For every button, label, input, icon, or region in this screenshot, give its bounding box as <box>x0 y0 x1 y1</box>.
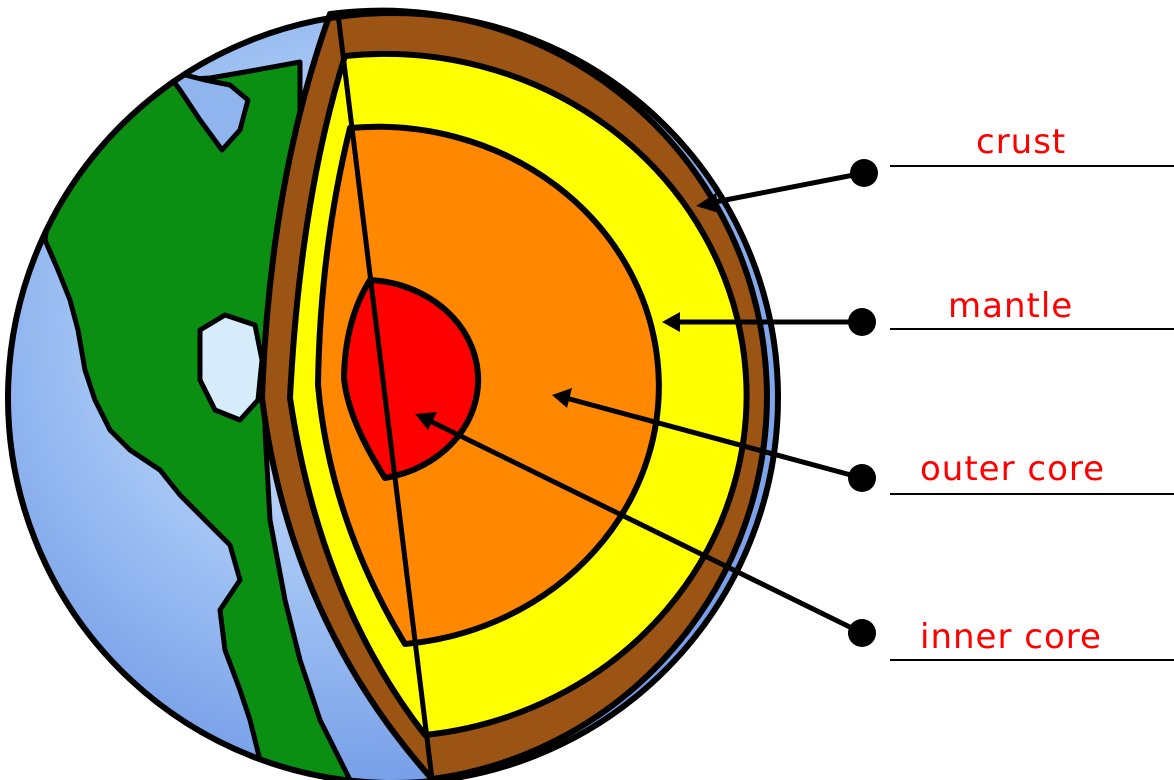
pointer-crust <box>696 159 878 213</box>
lake-shape <box>197 312 265 423</box>
arrowhead-icon <box>662 312 680 332</box>
label-inner-core: inner core <box>920 617 1102 657</box>
northern-bay-shape <box>162 67 251 153</box>
label-outer-core: outer core <box>920 449 1106 489</box>
pointer-dot <box>848 619 876 647</box>
pointer-inner-core <box>415 412 876 647</box>
pointer-dot <box>848 464 876 492</box>
label-mantle: mantle <box>948 286 1074 326</box>
pointer-dot <box>850 159 878 187</box>
cutaway-edge-line <box>335 13 435 780</box>
pointer-dot <box>848 308 876 336</box>
outer-core-layer <box>315 123 662 647</box>
arrowhead-icon <box>696 193 719 213</box>
pointer-outer-core <box>552 388 876 492</box>
globe-outline <box>5 10 781 780</box>
pointer-mantle <box>662 308 876 336</box>
label-crust: crust <box>976 122 1067 162</box>
arrowhead-icon <box>552 388 572 408</box>
arrowhead-icon <box>415 412 437 430</box>
